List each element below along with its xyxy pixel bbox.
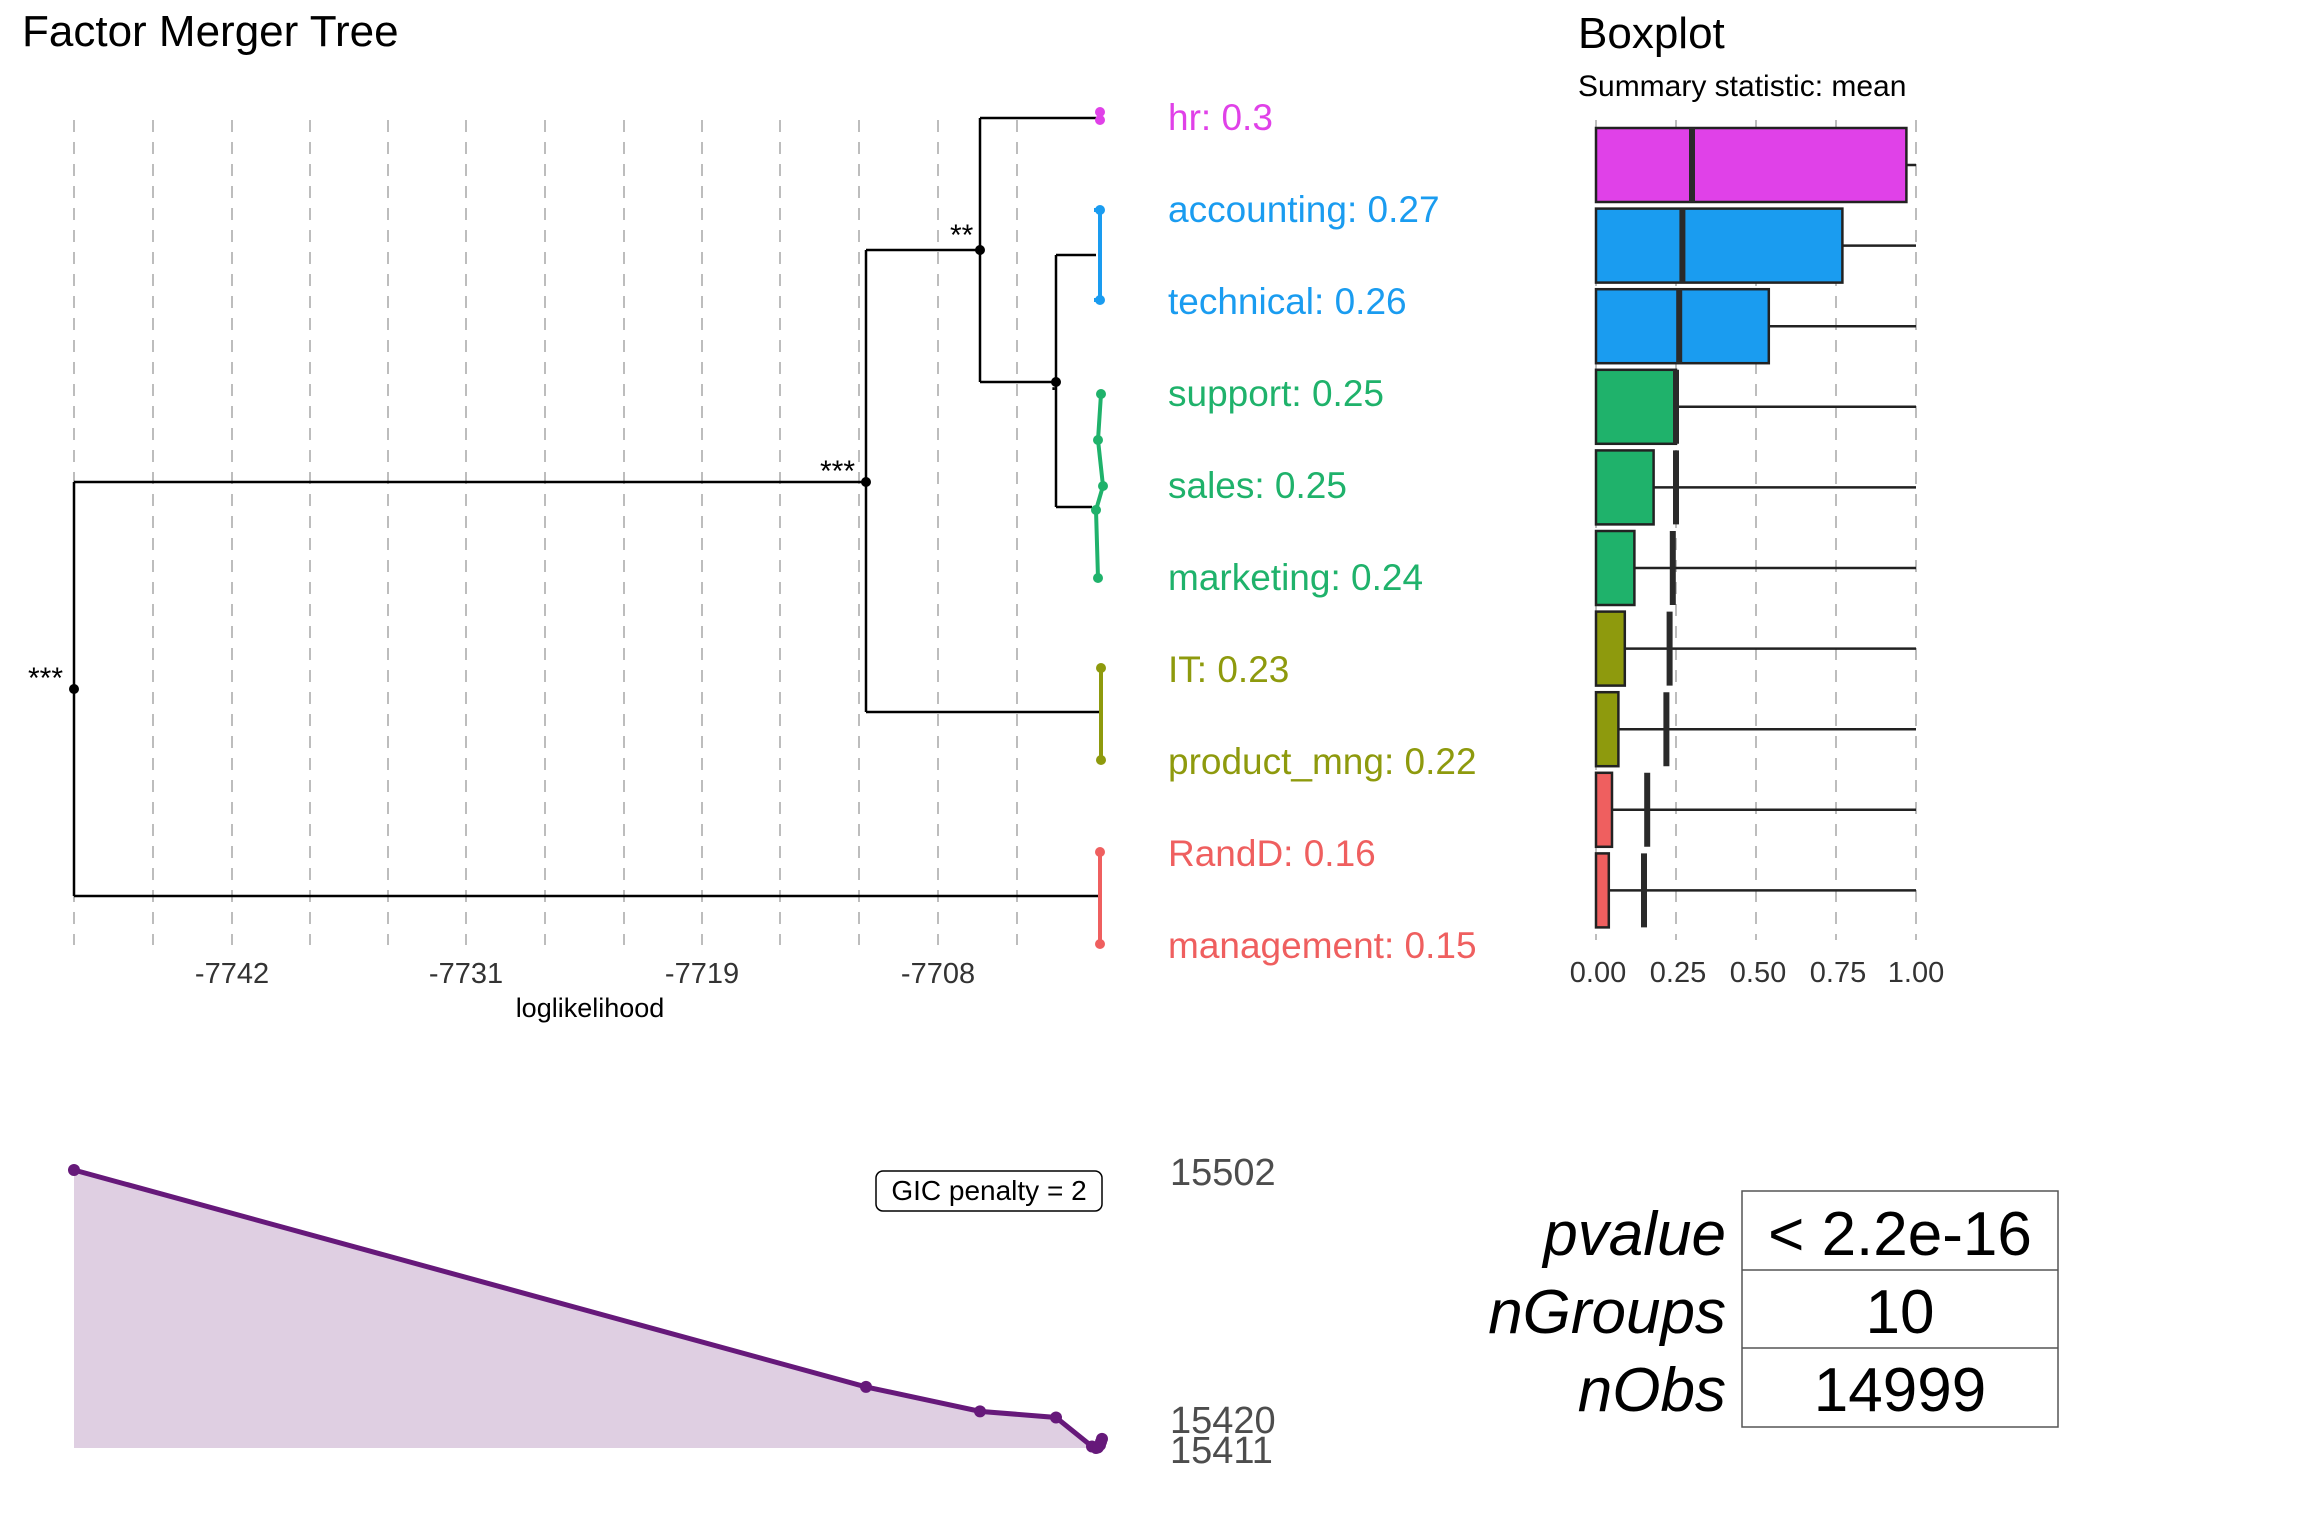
sig-root-label: *** (28, 662, 63, 695)
gic-mid-value: 15420 (1170, 1400, 1276, 1442)
box-tick-label: 0.50 (1730, 957, 1786, 989)
stat-label-ngroups: nGroups (1488, 1278, 1726, 1347)
tree-leaf-brackets (1091, 107, 1108, 949)
tree-x-axis-label: loglikelihood (516, 993, 665, 1023)
gic-penalty-label: GIC penalty = 2 (891, 1175, 1086, 1206)
leaf-point (1096, 755, 1106, 765)
box-product_mng (1594, 690, 1620, 768)
gic-bottom-value: 15411 (1170, 1430, 1273, 1472)
stat-value-pvalue: < 2.2e-16 (1768, 1200, 2032, 1269)
sig-hr-label: ** (950, 219, 974, 252)
merge-node (69, 684, 79, 694)
stat-label-pvalue: pvalue (1541, 1200, 1726, 1269)
box-tick-label: 0.00 (1570, 957, 1626, 989)
leaf-point (1093, 435, 1103, 445)
gic-penalty-frame (875, 1170, 1103, 1212)
gic-value-labels: 15502 15420 15411 (1170, 1152, 1276, 1472)
leaf-point (1095, 107, 1105, 117)
gic-point (1050, 1411, 1062, 1424)
group-label-product_mng: product_mng: 0.22 (1168, 741, 1477, 782)
leaf-point (1098, 481, 1108, 491)
tree-merge-nodes (69, 245, 1061, 694)
leaf-point (1095, 115, 1105, 125)
stats-table-frame (1741, 1190, 2059, 1428)
tree-gridlines (73, 120, 1018, 945)
group-label-technical: technical: 0.26 (1168, 281, 1407, 322)
group-label-sales: sales: 0.25 (1168, 465, 1347, 506)
box-tick-label: 0.25 (1650, 957, 1706, 989)
group-label-randd: RandD: 0.16 (1168, 833, 1376, 874)
gic-area-plot (68, 1164, 1108, 1454)
leaf-point (1095, 847, 1105, 857)
gic-penalty-box: GIC penalty = 2 (875, 1170, 1103, 1212)
tree-branches (72, 116, 1100, 898)
sig-mid-label: *** (820, 455, 855, 488)
box-tick-label: 0.75 (1810, 957, 1866, 989)
box-support (1594, 368, 1678, 446)
gic-point (1096, 1432, 1108, 1445)
boxplot-x-ticks: 0.00 0.25 0.50 0.75 1.00 (1570, 957, 1944, 989)
tree-tick-label: -7708 (901, 958, 975, 990)
box-technical (1594, 287, 1771, 365)
tree-tick-label: -7731 (429, 958, 503, 990)
box-randd (1594, 771, 1614, 849)
sig-small-label: . (1050, 366, 1057, 396)
gic-point (68, 1164, 80, 1176)
boxplot-subtitle: Summary statistic: mean (1578, 70, 1906, 103)
group-label-it: IT: 0.23 (1168, 649, 1289, 690)
leaf-point (1096, 663, 1106, 673)
box-hr (1594, 126, 1908, 204)
merge-node (975, 245, 985, 255)
tree-tick-label: -7742 (195, 958, 269, 990)
gic-top-value: 15502 (1170, 1152, 1276, 1194)
group-label-management: management: 0.15 (1168, 925, 1477, 966)
box-accounting (1594, 207, 1844, 284)
group-labels: hr: 0.3 accounting: 0.27 technical: 0.26 su… (1168, 97, 1477, 966)
group-label-marketing: marketing: 0.24 (1168, 557, 1423, 598)
stat-value-nobs: 14999 (1814, 1356, 1986, 1425)
box-it (1594, 610, 1627, 687)
tree-panel-title: Factor Merger Tree (22, 7, 399, 56)
box-sales (1594, 449, 1655, 526)
group-label-accounting: accounting: 0.27 (1168, 189, 1440, 230)
tree-tick-label: -7719 (665, 958, 739, 990)
leaf-point (1096, 389, 1106, 399)
merge-node (1051, 377, 1061, 387)
stats-table: pvalue nGroups nObs < 2.2e-16 10 14999 (1488, 1190, 2059, 1428)
box-management (1594, 852, 1611, 929)
box-tick-label: 1.00 (1888, 957, 1944, 989)
gic-point (974, 1405, 986, 1418)
group-label-hr: hr: 0.3 (1168, 97, 1273, 138)
gic-point (860, 1380, 872, 1393)
group-label-support: support: 0.25 (1168, 373, 1384, 414)
stat-label-nobs: nObs (1578, 1356, 1726, 1425)
leaf-point (1091, 505, 1101, 515)
boxplot-marks (1594, 126, 1916, 929)
leaf-point (1093, 573, 1103, 583)
tree-x-ticks: -7742 -7731 -7719 -7708 (195, 958, 975, 990)
merge-node (861, 477, 871, 487)
boxplot-panel-title: Boxplot (1578, 9, 1725, 58)
stat-value-ngroups: 10 (1866, 1278, 1935, 1347)
leaf-point (1095, 939, 1105, 949)
box-marketing (1594, 529, 1636, 607)
gic-area-fill (74, 1170, 1102, 1448)
